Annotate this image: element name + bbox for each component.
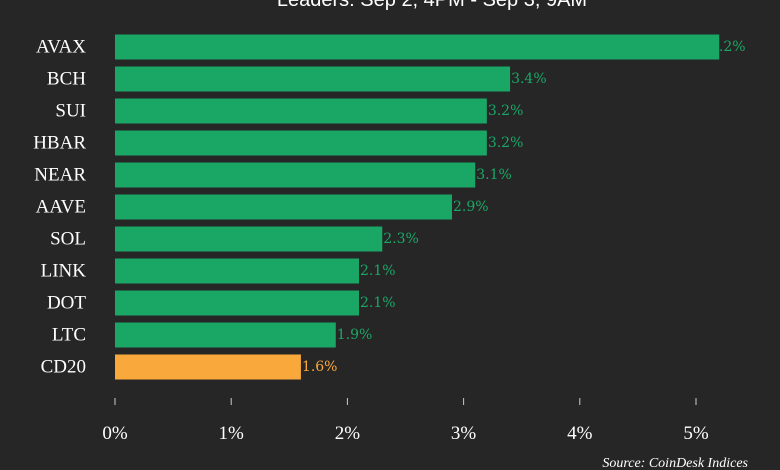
bar-bch bbox=[115, 66, 511, 92]
x-tick-label: 4% bbox=[567, 423, 593, 444]
category-labels: AVAX BCH SUI HBAR NEAR AAVE SOL LINK DOT LTC CD20 bbox=[33, 37, 86, 378]
bar-dot bbox=[115, 290, 360, 316]
value-label-aave: 2.9% bbox=[453, 199, 489, 215]
bar-ltc bbox=[115, 322, 336, 348]
bar-avax bbox=[115, 34, 720, 60]
category-label-cd20: CD20 bbox=[41, 357, 86, 378]
category-label-aave: AAVE bbox=[36, 197, 86, 218]
value-label-cd20: 1.6% bbox=[302, 359, 338, 375]
value-label-link: 2.1% bbox=[360, 263, 396, 279]
value-label-dot: 2.1% bbox=[360, 295, 396, 311]
bar-sol bbox=[115, 226, 383, 252]
category-label-sui: SUI bbox=[55, 101, 86, 122]
category-label-link: LINK bbox=[41, 261, 87, 282]
value-label-near: 3.1% bbox=[476, 167, 512, 183]
category-label-ltc: LTC bbox=[52, 325, 86, 346]
value-label-hbar: 3.2% bbox=[488, 135, 524, 151]
value-label-sol: 2.3% bbox=[383, 231, 419, 247]
category-label-hbar: HBAR bbox=[33, 133, 86, 154]
value-label-avax: 5.2% bbox=[710, 39, 746, 55]
category-label-near: NEAR bbox=[34, 165, 86, 186]
source-note: Source: CoinDesk Indices bbox=[602, 456, 748, 470]
value-labels: 5.2% 3.4% 3.2% 3.2% 3.1% 2.9% 2.3% 2.1% 2.1% 1.9%… bbox=[302, 39, 746, 375]
category-label-sol: SOL bbox=[50, 229, 86, 250]
value-label-bch: 3.4% bbox=[511, 71, 547, 87]
x-tick-label: 3% bbox=[451, 423, 477, 444]
category-label-bch: BCH bbox=[47, 69, 86, 90]
category-label-avax: AVAX bbox=[36, 37, 86, 58]
chart-title: Leaders: Sep 2, 4PM - Sep 3, 9AM bbox=[277, 0, 587, 11]
x-tick-label: 2% bbox=[335, 423, 361, 444]
bar-link bbox=[115, 258, 360, 284]
bar-cd20 bbox=[115, 354, 301, 380]
bars-group bbox=[115, 34, 720, 380]
value-label-ltc: 1.9% bbox=[337, 327, 373, 343]
bar-hbar bbox=[115, 130, 487, 156]
value-label-sui: 3.2% bbox=[488, 103, 524, 119]
bar-sui bbox=[115, 98, 487, 124]
bar-aave bbox=[115, 194, 452, 220]
x-tick-label: 0% bbox=[102, 423, 128, 444]
bar-near bbox=[115, 162, 476, 188]
x-tick-label: 5% bbox=[683, 423, 709, 444]
x-axis-ticks: 0% 1% 2% 3% 4% 5% bbox=[102, 398, 709, 444]
category-label-dot: DOT bbox=[47, 293, 86, 314]
x-tick-label: 1% bbox=[219, 423, 245, 444]
